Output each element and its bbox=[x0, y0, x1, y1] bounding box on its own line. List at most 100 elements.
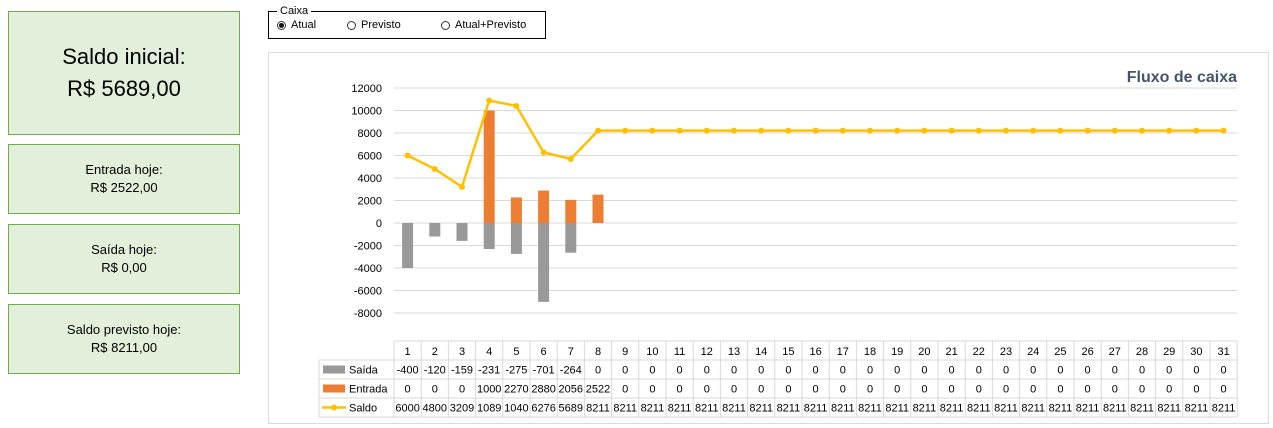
x-tick-label: 15 bbox=[782, 346, 794, 358]
entrada-hoje-value: R$ 2522,00 bbox=[90, 180, 158, 195]
table-cell: -275 bbox=[505, 365, 527, 377]
x-tick-label: 10 bbox=[646, 346, 658, 358]
table-cell: 8211 bbox=[777, 403, 801, 415]
table-cell: 2056 bbox=[559, 384, 583, 396]
saldo-line bbox=[407, 99, 1224, 189]
table-cell: 8211 bbox=[858, 403, 882, 415]
table-cell: 2522 bbox=[586, 384, 610, 396]
saldo-point bbox=[595, 127, 601, 134]
y-tick-label: 12000 bbox=[351, 83, 382, 95]
saldo-point bbox=[758, 127, 765, 134]
table-cell: 0 bbox=[1030, 365, 1036, 377]
legend-label-entrada: Entrada bbox=[349, 384, 388, 396]
table-cell: 6000 bbox=[395, 403, 419, 415]
legend-key-saldo-marker bbox=[331, 404, 337, 411]
radio-unchecked-icon[interactable] bbox=[347, 20, 356, 30]
saldo-point bbox=[567, 155, 574, 162]
bar-saída bbox=[429, 223, 441, 237]
y-tick-label: 0 bbox=[376, 218, 382, 230]
x-tick-label: 26 bbox=[1081, 346, 1093, 358]
saldo-point bbox=[649, 127, 656, 134]
table-cell: 0 bbox=[1003, 384, 1009, 396]
x-tick-label: 7 bbox=[568, 346, 574, 358]
table-cell: 0 bbox=[704, 365, 710, 377]
table-cell: 0 bbox=[785, 384, 791, 396]
table-cell: 0 bbox=[758, 365, 764, 377]
bar-saída bbox=[483, 223, 495, 249]
table-cell: -701 bbox=[533, 365, 555, 377]
table-cell: 0 bbox=[677, 384, 683, 396]
x-tick-label: 5 bbox=[513, 346, 519, 358]
table-cell: 8211 bbox=[1185, 403, 1209, 415]
table-cell: 0 bbox=[1221, 365, 1227, 377]
table-cell: 0 bbox=[1193, 384, 1199, 396]
table-cell: 8211 bbox=[1212, 403, 1236, 415]
table-cell: 8211 bbox=[1130, 403, 1154, 415]
table-cell: 0 bbox=[894, 365, 900, 377]
table-cell: 0 bbox=[649, 365, 655, 377]
table-cell: 8211 bbox=[668, 403, 692, 415]
radio-atual-label: Atual bbox=[291, 19, 317, 31]
saldo-inicial-value: R$ 5689,00 bbox=[67, 76, 181, 101]
table-cell: 8211 bbox=[994, 403, 1018, 415]
bar-entrada bbox=[510, 197, 522, 223]
x-tick-label: 1 bbox=[405, 346, 411, 358]
bar-saída bbox=[510, 223, 522, 254]
saldo-point bbox=[948, 127, 955, 134]
saida-hoje-value: R$ 0,00 bbox=[101, 260, 147, 275]
x-tick-label: 23 bbox=[1000, 346, 1012, 358]
saldo-previsto-label: Saldo previsto hoje: bbox=[66, 322, 182, 337]
table-cell: 0 bbox=[949, 384, 955, 396]
x-tick-label: 22 bbox=[973, 346, 985, 358]
radio-atual-previsto-label: Atual+Previsto bbox=[455, 19, 527, 31]
table-cell: 0 bbox=[1193, 365, 1199, 377]
saldo-point bbox=[1111, 127, 1118, 134]
bar-saída bbox=[565, 223, 577, 253]
saldo-previsto-value: R$ 8211,00 bbox=[90, 340, 158, 355]
x-tick-label: 4 bbox=[486, 346, 492, 358]
table-cell: 0 bbox=[649, 384, 655, 396]
table-cell: 8211 bbox=[722, 403, 746, 415]
table-cell: 8211 bbox=[831, 403, 855, 415]
table-cell: 8211 bbox=[749, 403, 773, 415]
x-tick-label: 18 bbox=[864, 346, 876, 358]
radio-checked-icon[interactable] bbox=[277, 20, 286, 30]
table-cell: 0 bbox=[1030, 384, 1036, 396]
x-tick-label: 20 bbox=[918, 346, 930, 358]
entrada-hoje-card: Entrada hoje: R$ 2522,00 bbox=[8, 144, 240, 214]
table-cell: 8211 bbox=[1021, 403, 1045, 415]
y-tick-label: -8000 bbox=[354, 308, 382, 320]
legend-label-saída: Saída bbox=[349, 365, 379, 377]
table-cell: 8211 bbox=[613, 403, 637, 415]
table-cell: 8211 bbox=[1076, 403, 1100, 415]
table-cell: 0 bbox=[921, 384, 927, 396]
y-tick-label: -6000 bbox=[354, 286, 382, 298]
bar-saída bbox=[402, 223, 414, 268]
radio-unchecked-icon[interactable] bbox=[441, 20, 450, 30]
caixa-legend: Caixa bbox=[277, 5, 312, 17]
table-cell: 0 bbox=[867, 365, 873, 377]
table-cell: 3209 bbox=[450, 403, 474, 415]
x-tick-label: 17 bbox=[837, 346, 849, 358]
x-tick-label: 2 bbox=[432, 346, 438, 358]
table-cell: 8211 bbox=[641, 403, 665, 415]
bar-entrada bbox=[483, 110, 495, 223]
table-cell: 0 bbox=[976, 365, 982, 377]
table-cell: 0 bbox=[1139, 384, 1145, 396]
saldo-point bbox=[1166, 127, 1173, 134]
legend-key-entrada bbox=[323, 384, 345, 393]
radio-atual[interactable]: Atual bbox=[277, 18, 316, 32]
table-cell: 0 bbox=[785, 365, 791, 377]
radio-previsto[interactable]: Previsto bbox=[347, 18, 401, 32]
table-cell: 8211 bbox=[1103, 403, 1127, 415]
x-tick-label: 8 bbox=[595, 346, 601, 358]
saldo-point bbox=[921, 127, 928, 134]
saldo-previsto-card: Saldo previsto hoje: R$ 8211,00 bbox=[8, 304, 240, 374]
table-cell: 0 bbox=[704, 384, 710, 396]
table-cell: 1089 bbox=[477, 403, 501, 415]
chart-title: Fluxo de caixa bbox=[1127, 69, 1237, 86]
bar-entrada bbox=[538, 190, 550, 223]
saldo-point bbox=[1030, 127, 1037, 134]
table-cell: 2880 bbox=[531, 384, 555, 396]
radio-atual-previsto[interactable]: Atual+Previsto bbox=[441, 18, 526, 32]
